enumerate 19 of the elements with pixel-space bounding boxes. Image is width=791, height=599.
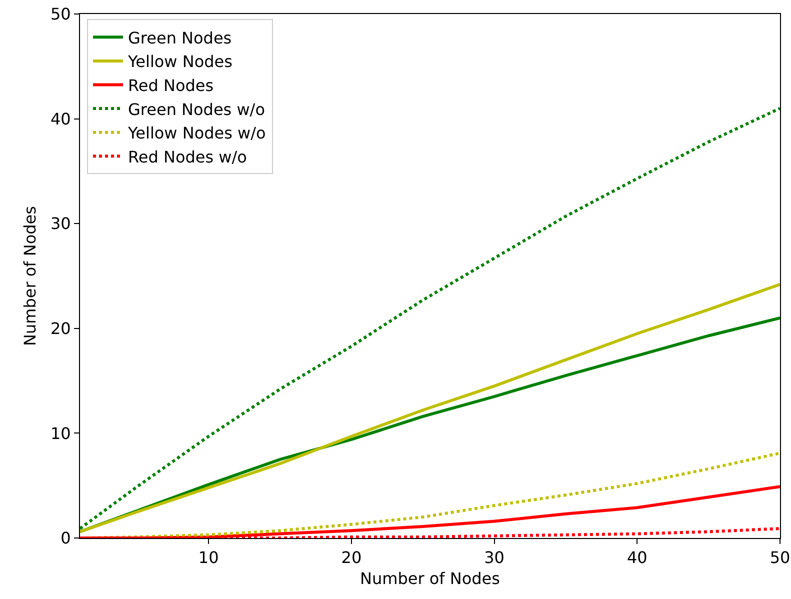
legend-label: Red Nodes [128,76,214,95]
x-tick-label: 40 [626,548,648,568]
x-tick-label: 50 [770,548,790,568]
legend-label: Yellow Nodes [127,52,232,72]
legend-label: Red Nodes w/o [128,147,247,166]
y-tick-label: 50 [50,4,71,24]
y-tick-label: 30 [50,214,71,234]
legend-label: Green Nodes w/o [128,100,265,119]
x-axis-title: Number of Nodes [360,568,500,588]
x-tick-label: 30 [484,548,504,568]
y-tick-label: 20 [50,319,71,338]
y-tick-label: 10 [50,424,71,443]
x-tick-label: 10 [198,548,219,568]
y-axis-title: Number of Nodes [20,206,40,346]
legend-label: Green Nodes [128,28,232,48]
y-tick-label: 0 [60,528,71,548]
x-tick-label: 20 [341,548,362,568]
y-tick-label: 40 [50,109,71,128]
legend-label: Yellow Nodes w/o [127,124,266,143]
